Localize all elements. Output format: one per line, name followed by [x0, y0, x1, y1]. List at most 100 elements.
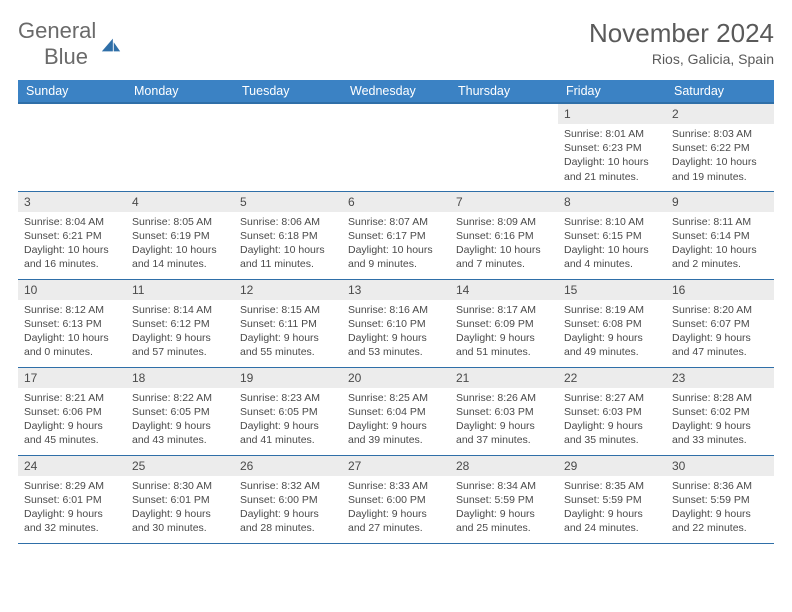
day-details: Sunrise: 8:19 AMSunset: 6:08 PMDaylight:…	[558, 300, 666, 366]
day-number: 3	[18, 192, 126, 212]
day-details: Sunrise: 8:01 AMSunset: 6:23 PMDaylight:…	[558, 124, 666, 190]
day-number: 24	[18, 456, 126, 476]
calendar-cell: 19Sunrise: 8:23 AMSunset: 6:05 PMDayligh…	[234, 367, 342, 455]
day-number: 4	[126, 192, 234, 212]
day-number: 5	[234, 192, 342, 212]
day-details: Sunrise: 8:22 AMSunset: 6:05 PMDaylight:…	[126, 388, 234, 454]
calendar-cell: 21Sunrise: 8:26 AMSunset: 6:03 PMDayligh…	[450, 367, 558, 455]
calendar-table: SundayMondayTuesdayWednesdayThursdayFrid…	[18, 80, 774, 544]
calendar-cell: 23Sunrise: 8:28 AMSunset: 6:02 PMDayligh…	[666, 367, 774, 455]
day-number: 10	[18, 280, 126, 300]
calendar-cell: 9Sunrise: 8:11 AMSunset: 6:14 PMDaylight…	[666, 191, 774, 279]
day-details: Sunrise: 8:16 AMSunset: 6:10 PMDaylight:…	[342, 300, 450, 366]
day-details: Sunrise: 8:29 AMSunset: 6:01 PMDaylight:…	[18, 476, 126, 542]
day-number: 27	[342, 456, 450, 476]
calendar-cell: 17Sunrise: 8:21 AMSunset: 6:06 PMDayligh…	[18, 367, 126, 455]
calendar-cell	[234, 103, 342, 191]
day-number: 29	[558, 456, 666, 476]
weekday-header-row: SundayMondayTuesdayWednesdayThursdayFrid…	[18, 80, 774, 103]
calendar-cell: 18Sunrise: 8:22 AMSunset: 6:05 PMDayligh…	[126, 367, 234, 455]
calendar-cell: 26Sunrise: 8:32 AMSunset: 6:00 PMDayligh…	[234, 455, 342, 543]
calendar-cell: 29Sunrise: 8:35 AMSunset: 5:59 PMDayligh…	[558, 455, 666, 543]
day-details: Sunrise: 8:10 AMSunset: 6:15 PMDaylight:…	[558, 212, 666, 278]
calendar-cell: 27Sunrise: 8:33 AMSunset: 6:00 PMDayligh…	[342, 455, 450, 543]
day-number: 12	[234, 280, 342, 300]
calendar-body: 1Sunrise: 8:01 AMSunset: 6:23 PMDaylight…	[18, 103, 774, 543]
calendar-cell: 20Sunrise: 8:25 AMSunset: 6:04 PMDayligh…	[342, 367, 450, 455]
weekday-header: Wednesday	[342, 80, 450, 103]
calendar-cell: 5Sunrise: 8:06 AMSunset: 6:18 PMDaylight…	[234, 191, 342, 279]
day-details: Sunrise: 8:25 AMSunset: 6:04 PMDaylight:…	[342, 388, 450, 454]
calendar-cell: 25Sunrise: 8:30 AMSunset: 6:01 PMDayligh…	[126, 455, 234, 543]
calendar-cell: 28Sunrise: 8:34 AMSunset: 5:59 PMDayligh…	[450, 455, 558, 543]
calendar-cell: 30Sunrise: 8:36 AMSunset: 5:59 PMDayligh…	[666, 455, 774, 543]
day-details: Sunrise: 8:23 AMSunset: 6:05 PMDaylight:…	[234, 388, 342, 454]
weekday-header: Tuesday	[234, 80, 342, 103]
day-details: Sunrise: 8:06 AMSunset: 6:18 PMDaylight:…	[234, 212, 342, 278]
calendar-row: 17Sunrise: 8:21 AMSunset: 6:06 PMDayligh…	[18, 367, 774, 455]
day-number: 16	[666, 280, 774, 300]
weekday-header: Thursday	[450, 80, 558, 103]
calendar-cell: 24Sunrise: 8:29 AMSunset: 6:01 PMDayligh…	[18, 455, 126, 543]
calendar-cell: 8Sunrise: 8:10 AMSunset: 6:15 PMDaylight…	[558, 191, 666, 279]
calendar-cell: 14Sunrise: 8:17 AMSunset: 6:09 PMDayligh…	[450, 279, 558, 367]
calendar-cell: 15Sunrise: 8:19 AMSunset: 6:08 PMDayligh…	[558, 279, 666, 367]
day-number: 18	[126, 368, 234, 388]
day-details: Sunrise: 8:17 AMSunset: 6:09 PMDaylight:…	[450, 300, 558, 366]
day-number: 21	[450, 368, 558, 388]
calendar-cell: 4Sunrise: 8:05 AMSunset: 6:19 PMDaylight…	[126, 191, 234, 279]
day-number: 20	[342, 368, 450, 388]
day-number: 7	[450, 192, 558, 212]
calendar-cell	[18, 103, 126, 191]
title-block: November 2024 Rios, Galicia, Spain	[589, 18, 774, 67]
calendar-cell	[342, 103, 450, 191]
calendar-cell: 3Sunrise: 8:04 AMSunset: 6:21 PMDaylight…	[18, 191, 126, 279]
calendar-cell: 6Sunrise: 8:07 AMSunset: 6:17 PMDaylight…	[342, 191, 450, 279]
day-details: Sunrise: 8:04 AMSunset: 6:21 PMDaylight:…	[18, 212, 126, 278]
weekday-header: Monday	[126, 80, 234, 103]
calendar-cell: 12Sunrise: 8:15 AMSunset: 6:11 PMDayligh…	[234, 279, 342, 367]
day-details: Sunrise: 8:36 AMSunset: 5:59 PMDaylight:…	[666, 476, 774, 542]
month-title: November 2024	[589, 18, 774, 49]
day-number: 1	[558, 104, 666, 124]
day-number: 17	[18, 368, 126, 388]
day-details: Sunrise: 8:26 AMSunset: 6:03 PMDaylight:…	[450, 388, 558, 454]
logo-word2: Blue	[44, 44, 88, 69]
day-details: Sunrise: 8:14 AMSunset: 6:12 PMDaylight:…	[126, 300, 234, 366]
day-number: 13	[342, 280, 450, 300]
day-details: Sunrise: 8:03 AMSunset: 6:22 PMDaylight:…	[666, 124, 774, 190]
sail-icon	[100, 36, 122, 54]
calendar-cell: 11Sunrise: 8:14 AMSunset: 6:12 PMDayligh…	[126, 279, 234, 367]
day-details: Sunrise: 8:07 AMSunset: 6:17 PMDaylight:…	[342, 212, 450, 278]
day-details: Sunrise: 8:28 AMSunset: 6:02 PMDaylight:…	[666, 388, 774, 454]
logo: General Blue	[18, 18, 122, 70]
logo-word1: General	[18, 18, 96, 43]
calendar-cell	[126, 103, 234, 191]
calendar-cell: 2Sunrise: 8:03 AMSunset: 6:22 PMDaylight…	[666, 103, 774, 191]
day-number: 15	[558, 280, 666, 300]
calendar-cell	[450, 103, 558, 191]
day-number: 28	[450, 456, 558, 476]
day-details: Sunrise: 8:15 AMSunset: 6:11 PMDaylight:…	[234, 300, 342, 366]
calendar-row: 1Sunrise: 8:01 AMSunset: 6:23 PMDaylight…	[18, 103, 774, 191]
calendar-row: 24Sunrise: 8:29 AMSunset: 6:01 PMDayligh…	[18, 455, 774, 543]
day-details: Sunrise: 8:32 AMSunset: 6:00 PMDaylight:…	[234, 476, 342, 542]
calendar-cell: 16Sunrise: 8:20 AMSunset: 6:07 PMDayligh…	[666, 279, 774, 367]
day-number: 9	[666, 192, 774, 212]
day-number: 14	[450, 280, 558, 300]
day-number: 8	[558, 192, 666, 212]
day-details: Sunrise: 8:05 AMSunset: 6:19 PMDaylight:…	[126, 212, 234, 278]
day-details: Sunrise: 8:12 AMSunset: 6:13 PMDaylight:…	[18, 300, 126, 366]
day-number: 2	[666, 104, 774, 124]
calendar-cell: 13Sunrise: 8:16 AMSunset: 6:10 PMDayligh…	[342, 279, 450, 367]
day-number: 6	[342, 192, 450, 212]
day-details: Sunrise: 8:20 AMSunset: 6:07 PMDaylight:…	[666, 300, 774, 366]
day-details: Sunrise: 8:21 AMSunset: 6:06 PMDaylight:…	[18, 388, 126, 454]
day-number: 19	[234, 368, 342, 388]
calendar-cell: 1Sunrise: 8:01 AMSunset: 6:23 PMDaylight…	[558, 103, 666, 191]
weekday-header: Friday	[558, 80, 666, 103]
day-number: 26	[234, 456, 342, 476]
calendar-cell: 22Sunrise: 8:27 AMSunset: 6:03 PMDayligh…	[558, 367, 666, 455]
day-details: Sunrise: 8:09 AMSunset: 6:16 PMDaylight:…	[450, 212, 558, 278]
day-details: Sunrise: 8:33 AMSunset: 6:00 PMDaylight:…	[342, 476, 450, 542]
